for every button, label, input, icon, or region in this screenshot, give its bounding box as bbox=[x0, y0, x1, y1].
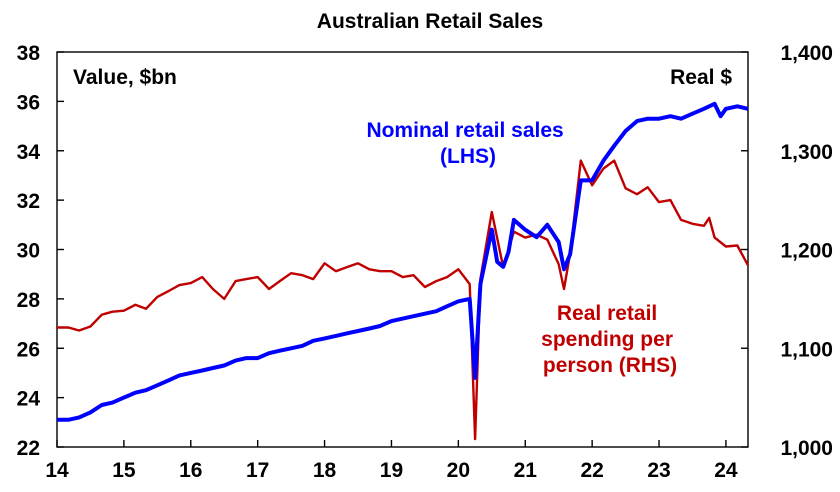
right-axis-unit-label: Real $ bbox=[670, 66, 732, 89]
x-tick-label: 20 bbox=[447, 459, 470, 482]
left-y-axis: 22 24 26 28 30 32 34 36 38 bbox=[17, 42, 64, 460]
annotation-real-line-1: Real retail bbox=[557, 302, 657, 325]
right-y-tick-label: 1,300 bbox=[780, 141, 833, 164]
left-y-tick-label: 34 bbox=[17, 141, 41, 164]
annotation-real-retail-spending: Real retail spending per person (RHS) bbox=[541, 302, 679, 377]
series-line-real-retail-spending bbox=[57, 159, 750, 441]
series-line-nominal-retail-sales bbox=[57, 101, 749, 422]
annotation-nominal-retail-sales: Nominal retail sales (LHS) bbox=[366, 119, 569, 168]
annotation-nominal-line-1: Nominal retail sales bbox=[366, 119, 563, 142]
x-tick-label: 19 bbox=[380, 459, 403, 482]
right-y-axis: 1,000 1,100 1,200 1,300 1,400 bbox=[741, 42, 833, 460]
x-tick-label: 21 bbox=[514, 459, 538, 482]
left-y-tick-label: 24 bbox=[17, 388, 41, 411]
right-y-tick-label: 1,400 bbox=[780, 42, 833, 65]
left-axis-unit-label: Value, $bn bbox=[73, 66, 177, 89]
x-tick-label: 22 bbox=[580, 459, 603, 482]
x-tick-label: 18 bbox=[313, 459, 337, 482]
x-tick-label: 24 bbox=[714, 459, 738, 482]
right-y-tick-label: 1,200 bbox=[780, 240, 833, 263]
annotation-real-line-2: spending per bbox=[541, 328, 673, 351]
x-tick-label: 16 bbox=[179, 459, 202, 482]
annotation-real-line-3: person (RHS) bbox=[543, 354, 677, 377]
annotation-nominal-line-2: (LHS) bbox=[440, 145, 496, 168]
left-y-tick-label: 28 bbox=[17, 289, 41, 312]
left-y-tick-label: 32 bbox=[17, 190, 40, 213]
left-y-tick-label: 26 bbox=[17, 338, 40, 361]
x-tick-label: 23 bbox=[647, 459, 670, 482]
x-tick-label: 15 bbox=[112, 459, 136, 482]
plot-frame bbox=[56, 51, 749, 448]
left-y-tick-label: 38 bbox=[17, 42, 41, 65]
left-y-tick-label: 30 bbox=[17, 240, 40, 263]
right-y-tick-label: 1,000 bbox=[780, 437, 833, 460]
right-y-tick-label: 1,100 bbox=[780, 338, 833, 361]
left-y-tick-label: 36 bbox=[17, 91, 40, 114]
left-y-tick-label: 22 bbox=[17, 437, 40, 460]
x-tick-label: 14 bbox=[45, 459, 69, 482]
chart-title: Australian Retail Sales bbox=[317, 10, 543, 33]
x-axis: 14 15 16 17 18 19 20 21 22 23 24 bbox=[45, 440, 738, 482]
x-tick-label: 17 bbox=[246, 459, 269, 482]
